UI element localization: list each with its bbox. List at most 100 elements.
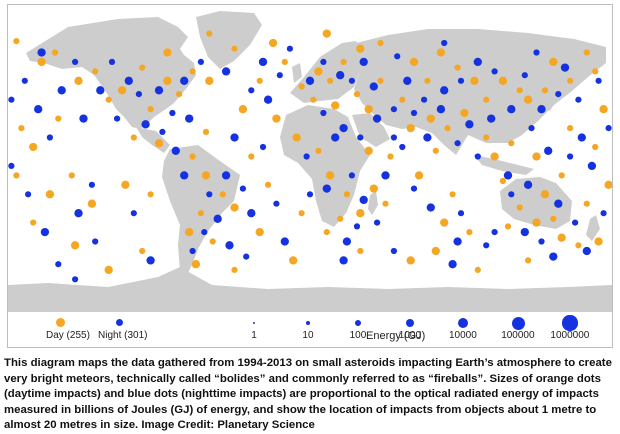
night-impact-92 xyxy=(538,238,545,245)
night-impact-45 xyxy=(348,77,355,84)
night-impact-31 xyxy=(189,247,196,255)
energy-scale-dot-3 xyxy=(405,318,415,328)
legend: Day (255) Night (301) 1 10 100 1000 10000 100… xyxy=(8,311,612,348)
night-impact-33 xyxy=(247,209,256,218)
night-impact-3 xyxy=(57,86,66,95)
day-impact-55 xyxy=(356,209,365,218)
day-impact-103 xyxy=(139,247,146,255)
north-america xyxy=(26,17,196,129)
night-impact-48 xyxy=(339,123,348,133)
day-impact-62 xyxy=(409,57,419,67)
night-impact-19 xyxy=(197,58,204,65)
night-impact-81 xyxy=(483,242,490,249)
day-impact-118 xyxy=(592,68,599,75)
night-impact-39 xyxy=(258,57,268,67)
night-impact-16 xyxy=(154,86,164,95)
day-impact-78 xyxy=(414,171,424,180)
night-impact-102 xyxy=(130,210,137,217)
night-impact-21 xyxy=(159,128,166,135)
day-impact-68 xyxy=(498,76,508,85)
night-impact-30 xyxy=(225,241,234,250)
night-impact-28 xyxy=(213,214,222,223)
day-impact-97 xyxy=(583,200,590,207)
night-impact-58 xyxy=(381,171,390,180)
energy-scale-label-2: 100 xyxy=(349,330,367,341)
night-impact-67 xyxy=(491,68,498,75)
day-impact-108 xyxy=(289,256,298,265)
day-impact-47 xyxy=(331,101,340,110)
day-impact-74 xyxy=(490,152,499,161)
energy-scale-dot-2 xyxy=(354,319,362,327)
energy-scale-dot-6 xyxy=(562,315,578,331)
night-impact-35 xyxy=(230,133,239,142)
night-impact-12 xyxy=(96,86,105,95)
night-impact-112 xyxy=(8,96,15,103)
day-impact-98 xyxy=(604,180,612,189)
night-impact-34 xyxy=(259,143,267,151)
night-impact-8 xyxy=(55,261,62,268)
new-zealand xyxy=(586,215,600,241)
day-impact-18 xyxy=(189,68,196,75)
arabia xyxy=(352,113,390,147)
night-impact-53 xyxy=(348,172,355,179)
day-impact-106 xyxy=(406,256,415,265)
night-impact-0 xyxy=(21,77,28,84)
night-impact-78 xyxy=(426,203,435,212)
day-impact-8 xyxy=(68,172,75,179)
day-impact-31 xyxy=(231,266,238,273)
night-impact-77 xyxy=(410,185,418,192)
night-impact-105 xyxy=(339,256,348,265)
night-impact-23 xyxy=(114,115,121,122)
day-impact-51 xyxy=(292,133,301,142)
night-impact-84 xyxy=(555,91,562,98)
night-impact-44 xyxy=(336,71,345,80)
day-impact-96 xyxy=(594,237,603,246)
night-impact-71 xyxy=(454,140,461,147)
night-impact-27 xyxy=(239,185,246,192)
night-impact-98 xyxy=(605,125,612,132)
day-impact-91 xyxy=(532,218,541,227)
night-impact-64 xyxy=(440,86,449,95)
night-impact-72 xyxy=(465,120,474,129)
night-impact-69 xyxy=(521,72,528,79)
day-impact-71 xyxy=(444,125,451,132)
day-impact-19 xyxy=(205,76,214,85)
day-impact-100 xyxy=(599,105,608,114)
day-impact-29 xyxy=(209,238,216,245)
energy-scale-label-3: 1000 xyxy=(398,330,422,341)
night-impact-55 xyxy=(353,223,361,230)
day-impact-115 xyxy=(147,191,154,198)
day-impact-6 xyxy=(29,142,38,152)
night-impact-6 xyxy=(25,191,32,198)
day-impact-117 xyxy=(298,210,305,217)
day-impact-35 xyxy=(238,105,248,114)
day-impact-45 xyxy=(356,44,365,53)
day-impact-69 xyxy=(516,87,523,94)
day-impact-38 xyxy=(281,58,288,65)
day-impact-109 xyxy=(323,229,330,236)
night-impact-115 xyxy=(171,146,180,155)
day-impact-20 xyxy=(130,134,137,141)
night-impact-1 xyxy=(34,105,43,114)
day-impact-86 xyxy=(583,49,590,56)
day-impact-58 xyxy=(382,200,389,207)
day-impact-110 xyxy=(45,190,55,199)
day-impact-49 xyxy=(364,105,373,114)
night-impact-100 xyxy=(595,77,602,84)
day-impact-82 xyxy=(523,95,533,104)
day-impact-63 xyxy=(424,77,431,84)
night-impact-114 xyxy=(394,53,401,60)
night-impact-106 xyxy=(390,247,397,255)
day-impact-77 xyxy=(432,147,439,154)
energy-scale-label-5: 100000 xyxy=(501,330,535,341)
day-impact-119 xyxy=(525,257,532,264)
day-impact-81 xyxy=(466,229,473,236)
night-impact-91 xyxy=(520,227,529,237)
day-impact-43 xyxy=(327,77,334,84)
day-impact-80 xyxy=(440,218,449,227)
night-impact-80 xyxy=(453,237,462,246)
day-impact-42 xyxy=(314,67,323,76)
night-impact-83 xyxy=(537,105,546,114)
night-impact-118 xyxy=(273,200,280,207)
day-impact-64 xyxy=(436,48,446,57)
